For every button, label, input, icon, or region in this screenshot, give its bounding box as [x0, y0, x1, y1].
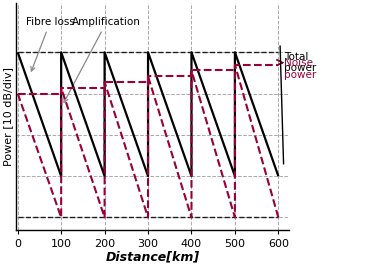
Text: Amplification: Amplification	[64, 17, 141, 102]
Y-axis label: Power [10 dB/div]: Power [10 dB/div]	[3, 67, 13, 166]
X-axis label: Distance[km]: Distance[km]	[105, 250, 200, 263]
Text: Fibre loss: Fibre loss	[26, 17, 75, 71]
Text: Noise
power: Noise power	[284, 58, 317, 80]
Text: Total
power: Total power	[284, 52, 317, 73]
